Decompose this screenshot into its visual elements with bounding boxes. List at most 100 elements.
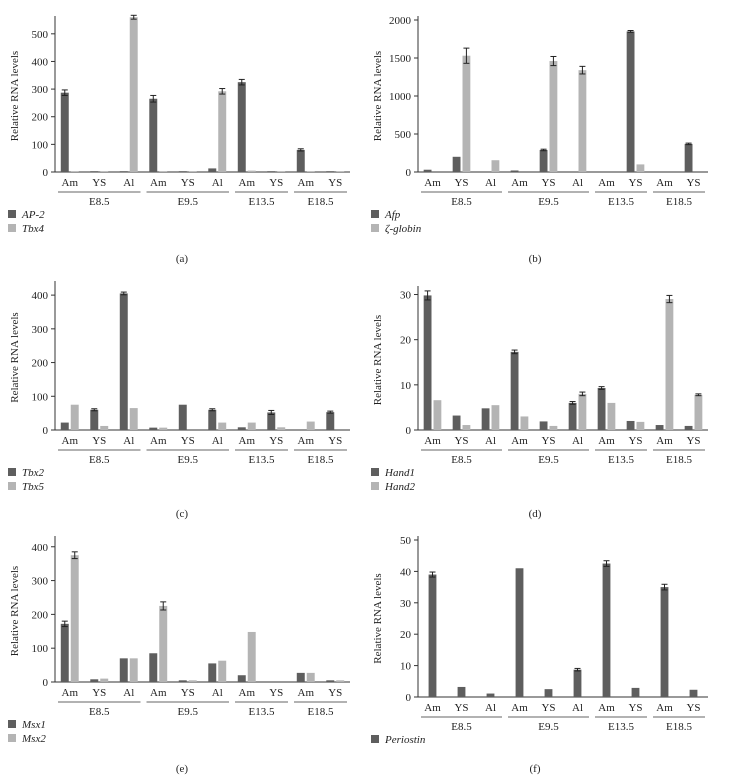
legend-swatch — [371, 224, 379, 232]
group-label: E18.5 — [308, 196, 334, 208]
y-tick-label: 300 — [32, 84, 49, 96]
y-axis-title: Relative RNA levels — [372, 315, 384, 405]
legend-swatch — [8, 720, 16, 728]
group-label: E13.5 — [608, 196, 634, 208]
x-tick-label: YS — [628, 702, 642, 714]
x-tick-label: Am — [424, 177, 441, 189]
x-tick-label: YS — [454, 702, 468, 714]
bar-msx1 — [296, 672, 305, 682]
group-label: E13.5 — [249, 706, 275, 718]
x-tick-label: YS — [328, 177, 342, 189]
y-axis-title: Relative RNA levels — [9, 312, 21, 402]
x-tick-label: YS — [541, 177, 555, 189]
bar-hand1 — [568, 402, 577, 430]
group-label: E8.5 — [451, 721, 472, 733]
y-tick-label: 50 — [400, 535, 412, 547]
x-tick-label: Am — [511, 702, 528, 714]
x-tick-label: YS — [181, 177, 195, 189]
y-tick-label: 200 — [32, 112, 49, 124]
x-tick-label: Am — [656, 435, 673, 447]
y-axis-title: Relative RNA levels — [372, 573, 384, 663]
legend-label: Tbx5 — [22, 481, 45, 493]
x-tick-label: Am — [298, 177, 315, 189]
bar-afp — [452, 156, 461, 172]
bar-ap-2 — [149, 98, 158, 172]
bar-tbx2 — [178, 404, 187, 430]
bar-tbx5 — [218, 422, 227, 430]
y-tick-label: 20 — [400, 629, 412, 641]
bar-hand2 — [578, 393, 587, 430]
bar-tbx4 — [100, 171, 109, 172]
y-tick-label: 30 — [400, 290, 412, 302]
bar-periostin — [428, 574, 437, 697]
legend-swatch — [371, 735, 379, 743]
x-tick-label: YS — [686, 435, 700, 447]
x-tick-label: Am — [511, 177, 528, 189]
x-tick-label: Am — [511, 435, 528, 447]
bar-periostin — [689, 689, 698, 697]
bar-ap-2 — [296, 149, 305, 172]
bar-tbx2 — [119, 293, 128, 430]
x-tick-label: Am — [598, 702, 615, 714]
group-label: E13.5 — [249, 454, 275, 466]
x-tick-label: Am — [239, 687, 256, 699]
x-tick-label: Al — [485, 702, 496, 714]
bar-tbx4 — [336, 171, 345, 172]
y-tick-label: 400 — [32, 56, 49, 68]
y-tick-label: 100 — [32, 643, 49, 655]
x-tick-label: YS — [628, 435, 642, 447]
bar-hand1 — [597, 388, 606, 430]
bar--globin — [491, 160, 500, 172]
x-tick-label: Am — [598, 435, 615, 447]
bar-msx1 — [60, 623, 69, 682]
bar-tbx2 — [237, 427, 246, 430]
bar-msx2 — [218, 660, 227, 682]
bar-hand1 — [423, 295, 432, 430]
y-tick-label: 0 — [406, 692, 412, 704]
bar-periostin — [602, 563, 611, 697]
y-tick-label: 10 — [400, 661, 412, 673]
bar-afp — [510, 170, 519, 172]
x-tick-label: YS — [269, 687, 283, 699]
legend-label: AP-2 — [21, 209, 45, 221]
x-tick-label: Al — [212, 687, 223, 699]
bar-hand2 — [636, 421, 645, 430]
bar-ap-2 — [178, 171, 187, 172]
legend-label: Periostin — [384, 734, 426, 746]
group-label: E13.5 — [608, 721, 634, 733]
legend-label: Tbx4 — [22, 223, 45, 235]
y-tick-label: 1000 — [389, 91, 412, 103]
bar-periostin — [486, 693, 495, 697]
bar-hand1 — [481, 408, 490, 430]
x-tick-label: YS — [686, 702, 700, 714]
bar-tbx4 — [70, 171, 79, 172]
x-tick-label: Am — [424, 702, 441, 714]
x-tick-label: Al — [123, 177, 134, 189]
x-tick-label: YS — [181, 435, 195, 447]
bar-periostin — [544, 689, 553, 697]
bar-ap-2 — [119, 171, 128, 172]
legend-swatch — [371, 482, 379, 490]
bar-hand1 — [452, 415, 461, 430]
y-tick-label: 0 — [406, 425, 412, 437]
bar-msx1 — [237, 675, 246, 682]
bar-tbx5 — [247, 422, 256, 430]
bar-msx1 — [326, 680, 335, 682]
x-tick-label: YS — [328, 435, 342, 447]
bar-tbx4 — [129, 17, 138, 173]
x-tick-label: YS — [454, 435, 468, 447]
x-tick-label: Am — [150, 177, 167, 189]
y-tick-label: 200 — [32, 358, 49, 370]
y-tick-label: 20 — [400, 335, 412, 347]
group-label: E9.5 — [178, 196, 199, 208]
x-tick-label: Al — [572, 435, 583, 447]
y-axis-title: Relative RNA levels — [9, 51, 21, 141]
bar-periostin — [573, 669, 582, 697]
bar-hand2 — [433, 400, 442, 430]
x-tick-label: Am — [239, 177, 256, 189]
group-label: E8.5 — [451, 196, 472, 208]
chart-panel-a: 0 100 200 300 400 500 Relative RNA levels Am YS A… — [8, 14, 350, 265]
bar-periostin — [515, 568, 524, 697]
panel-label: (f) — [530, 763, 541, 775]
bar-tbx2 — [149, 427, 158, 430]
